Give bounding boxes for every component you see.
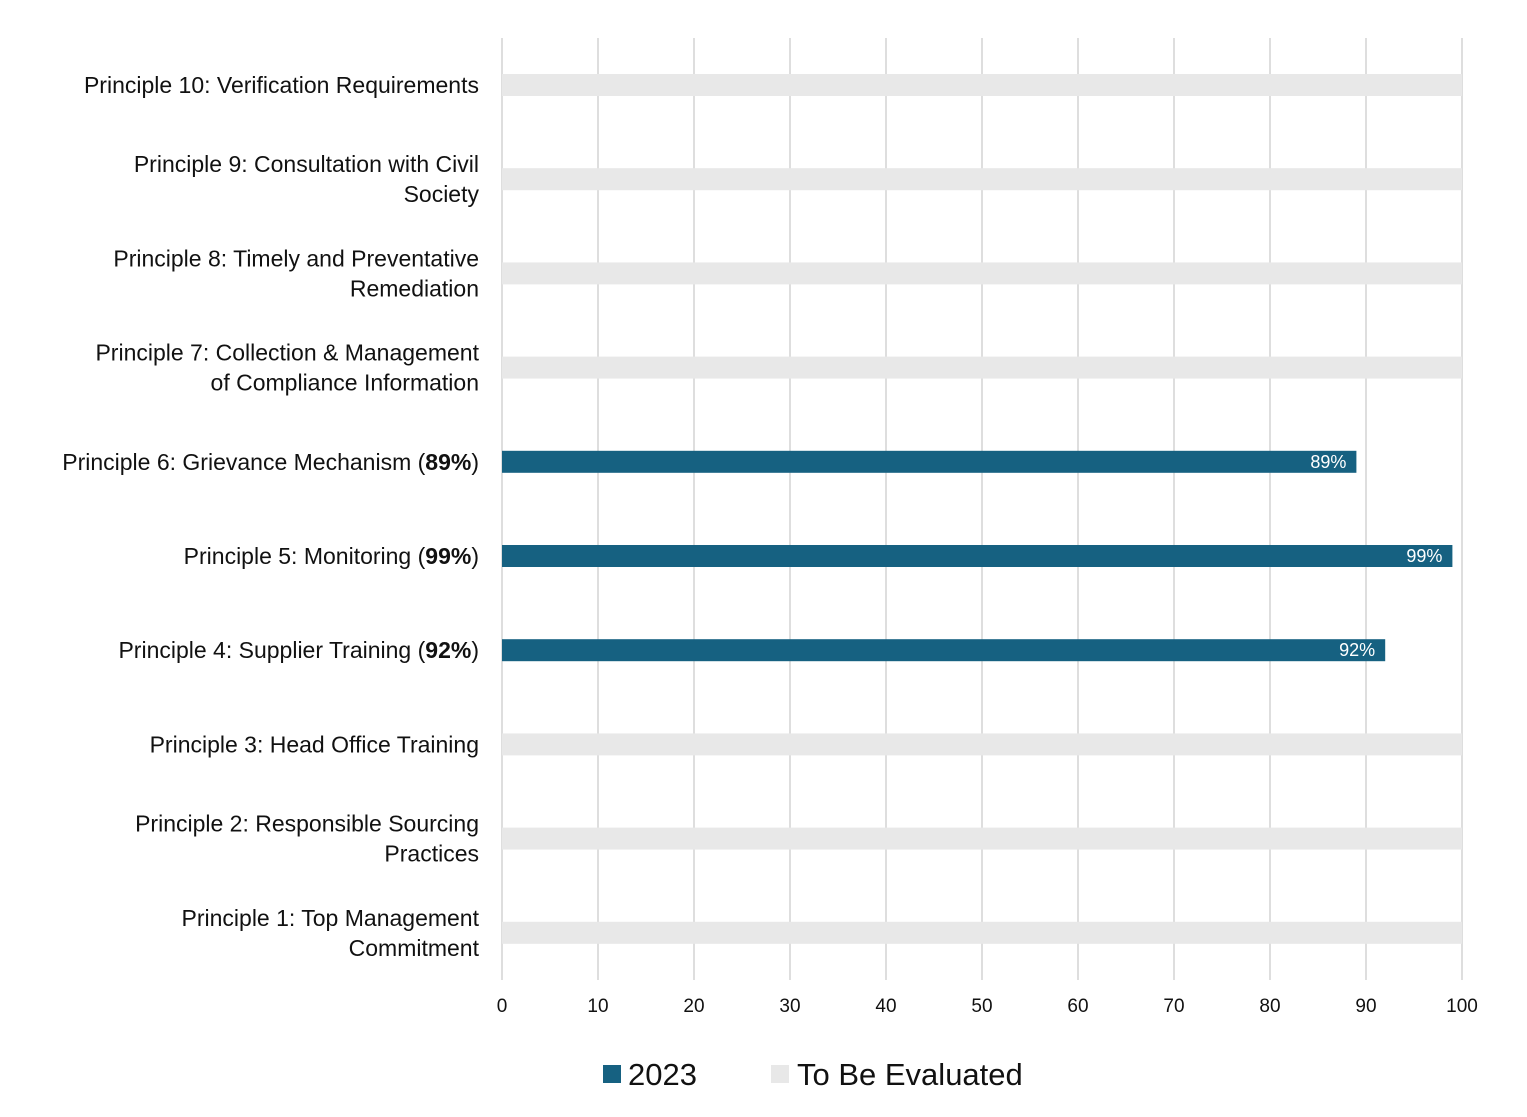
category-label-line: Society <box>404 181 480 207</box>
category-label-text: Principle 9: Consultation with Civil <box>134 151 479 177</box>
category-label-text: Principle 7: Collection & Management <box>95 340 479 366</box>
category-label-line: Remediation <box>350 275 479 301</box>
category-label-text: Principle 4: Supplier Training ( <box>118 637 425 663</box>
category-label-text: Commitment <box>349 935 480 961</box>
x-tick-label-40: 40 <box>875 996 896 1017</box>
x-tick-label-80: 80 <box>1259 996 1280 1017</box>
category-label-0: Principle 10: Verification Requirements <box>84 72 479 98</box>
category-label-5: Principle 5: Monitoring (99%) <box>184 543 479 569</box>
category-label-7: Principle 3: Head Office Training <box>150 731 479 757</box>
legend-label-0: 2023 <box>628 1057 697 1092</box>
category-label-line: Principle 10: Verification Requirements <box>84 72 479 98</box>
category-label-line: Principle 1: Top Management <box>182 905 480 931</box>
category-label-8: Principle 2: Responsible Sourcing Practic… <box>135 811 479 867</box>
category-label-line: of Compliance Information <box>211 370 479 396</box>
category-label-text: Remediation <box>350 275 479 301</box>
category-label-line: Principle 4: Supplier Training (92%) <box>118 637 479 663</box>
x-tick-label-50: 50 <box>971 996 992 1017</box>
category-label-text: Principle 5: Monitoring ( <box>184 543 426 569</box>
category-label-9: Principle 1: Top Management Commitment <box>182 905 480 961</box>
x-tick-label-0: 0 <box>497 996 508 1017</box>
bar-series-2023-5 <box>502 545 1453 567</box>
category-label-line: Principle 9: Consultation with Civil <box>134 151 479 177</box>
bar-series-2023-6 <box>502 639 1386 662</box>
category-label-line: Principle 5: Monitoring (99%) <box>184 543 479 569</box>
category-label-value: 89% <box>425 449 471 475</box>
legend: 2023 To Be Evaluated <box>603 1057 1023 1092</box>
category-label-1: Principle 9: Consultation with Civil Soci… <box>134 151 480 207</box>
x-axis-ticks: 0 10 20 30 40 50 60 70 80 90 100 <box>497 996 1478 1017</box>
legend-swatch-0 <box>603 1065 621 1083</box>
category-label-line: Principle 2: Responsible Sourcing <box>135 811 479 837</box>
data-label-5: 99% <box>1406 546 1442 566</box>
legend-swatch-1 <box>771 1065 789 1083</box>
bar-to-be-evaluated-0 <box>502 74 1462 96</box>
bar-to-be-evaluated-1 <box>502 168 1462 191</box>
category-label-text: Society <box>404 181 480 207</box>
x-tick-label-30: 30 <box>779 996 800 1017</box>
category-label-line: Principle 3: Head Office Training <box>150 731 479 757</box>
bar-to-be-evaluated-9 <box>502 921 1462 944</box>
category-label-3: Principle 7: Collection & Management of C… <box>95 340 479 396</box>
bar-to-be-evaluated-7 <box>502 733 1462 756</box>
category-label-suffix: ) <box>471 637 479 663</box>
category-label-value: 99% <box>425 543 471 569</box>
category-label-text: Principle 6: Grievance Mechanism ( <box>62 449 425 475</box>
data-label-4: 89% <box>1310 452 1346 472</box>
data-label-6: 92% <box>1339 640 1375 660</box>
category-label-text: Principle 2: Responsible Sourcing <box>135 811 479 837</box>
category-label-text: Principle 8: Timely and Preventative <box>113 245 479 271</box>
category-label-line: Principle 8: Timely and Preventative <box>113 245 479 271</box>
category-label-line: Principle 7: Collection & Management <box>95 340 479 366</box>
category-label-line: Practices <box>384 841 479 867</box>
category-label-6: Principle 4: Supplier Training (92%) <box>118 637 479 663</box>
x-tick-label-10: 10 <box>587 996 608 1017</box>
gridlines <box>501 38 1463 980</box>
category-label-line: Commitment <box>349 935 480 961</box>
category-label-text: of Compliance Information <box>211 370 479 396</box>
category-label-value: 92% <box>425 637 471 663</box>
bars: 89% 99% 92% <box>502 74 1462 944</box>
x-tick-label-70: 70 <box>1163 996 1184 1017</box>
bar-to-be-evaluated-8 <box>502 827 1462 850</box>
x-tick-label-20: 20 <box>683 996 704 1017</box>
category-labels: Principle 10: Verification Requirements P… <box>62 72 479 961</box>
category-label-suffix: ) <box>471 449 479 475</box>
category-label-line: Principle 6: Grievance Mechanism (89%) <box>62 449 479 475</box>
category-label-text: Practices <box>384 841 479 867</box>
category-label-2: Principle 8: Timely and Preventative Reme… <box>113 245 479 301</box>
category-label-suffix: ) <box>471 543 479 569</box>
category-label-4: Principle 6: Grievance Mechanism (89%) <box>62 449 479 475</box>
x-tick-label-90: 90 <box>1355 996 1376 1017</box>
category-label-text: Principle 1: Top Management <box>182 905 480 931</box>
x-tick-label-60: 60 <box>1067 996 1088 1017</box>
legend-label-1: To Be Evaluated <box>797 1057 1023 1092</box>
x-tick-label-100: 100 <box>1446 996 1478 1017</box>
category-label-text: Principle 10: Verification Requirements <box>84 72 479 98</box>
bar-series-2023-4 <box>502 450 1357 473</box>
bar-to-be-evaluated-2 <box>502 262 1462 285</box>
bar-to-be-evaluated-3 <box>502 356 1462 379</box>
category-label-text: Principle 3: Head Office Training <box>150 731 479 757</box>
